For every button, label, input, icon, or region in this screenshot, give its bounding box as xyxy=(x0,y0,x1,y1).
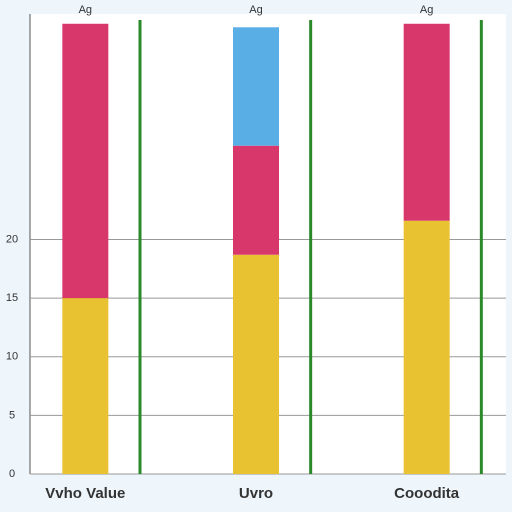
bar-segment xyxy=(233,27,279,146)
x-tick-label: Uvro xyxy=(239,485,273,502)
bar-segment xyxy=(62,23,109,299)
bar-segment xyxy=(403,23,450,221)
y-tick-label: 0 xyxy=(9,468,15,480)
top-label: Ag xyxy=(420,4,433,16)
y-tick-label: 5 xyxy=(9,409,15,421)
bar-segment xyxy=(233,145,279,255)
x-tick-label: Vvho Value xyxy=(45,485,125,502)
top-label: Ag xyxy=(79,4,92,16)
x-tick-label: Cooodita xyxy=(394,485,460,502)
bar-segment xyxy=(233,254,279,474)
y-tick-label: 15 xyxy=(6,292,18,304)
y-tick-label: 20 xyxy=(6,233,18,245)
bar-segment xyxy=(403,220,450,474)
bar-segment xyxy=(62,298,109,474)
top-label: Ag xyxy=(249,4,262,16)
y-tick-label: 10 xyxy=(6,351,18,363)
